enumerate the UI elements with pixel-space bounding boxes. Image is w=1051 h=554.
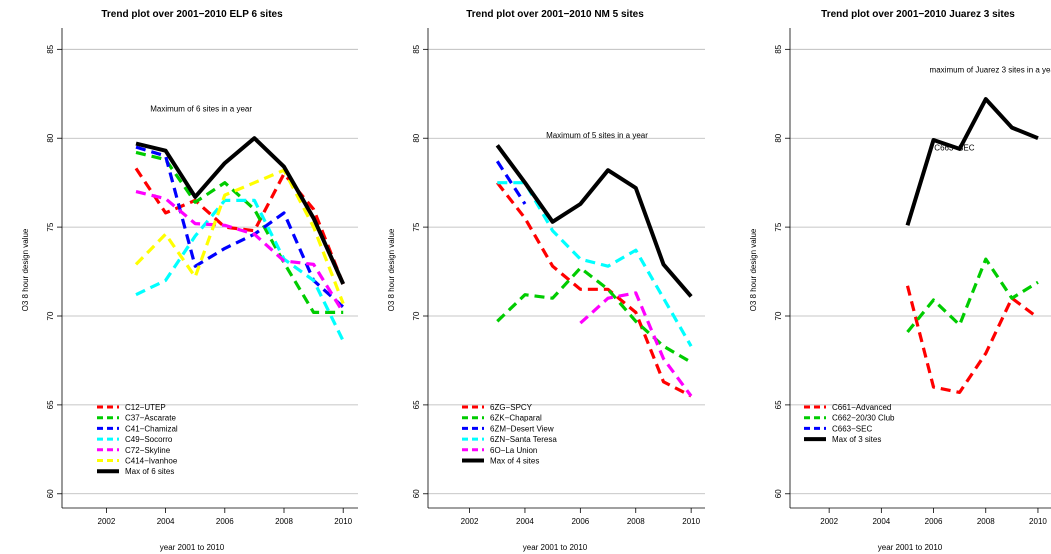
y-tick-label: 60 bbox=[412, 489, 421, 498]
series-line-c41-chamizal bbox=[135, 145, 345, 309]
x-axis-label: year 2001 to 2010 bbox=[878, 543, 943, 552]
y-tick-label: 60 bbox=[774, 489, 783, 498]
legend-label: C41−Chamizal bbox=[125, 424, 178, 433]
series-line-c414-ivanhoe bbox=[134, 168, 345, 305]
series-line-c49-socorro bbox=[135, 198, 345, 342]
x-tick-label: 2006 bbox=[216, 517, 234, 526]
legend-label: Max of 4 sites bbox=[490, 457, 539, 466]
legend-label: C414−Ivanhoe bbox=[125, 457, 178, 466]
x-tick-label: 2010 bbox=[682, 517, 700, 526]
series-line-max-of-4-sites bbox=[495, 144, 693, 298]
legend-label: 6ZG−SPCY bbox=[490, 403, 533, 412]
chart-title: Trend plot over 2001−2010 Juarez 3 sites bbox=[821, 9, 1015, 20]
y-tick-label: 60 bbox=[46, 489, 55, 498]
chart-annotation: Maximum of 6 sites in a year bbox=[150, 105, 252, 114]
legend-label: C12−UTEP bbox=[125, 403, 166, 412]
legend-label: C663−SEC bbox=[832, 424, 872, 433]
x-tick-label: 2004 bbox=[872, 517, 890, 526]
x-tick-label: 2004 bbox=[516, 517, 534, 526]
y-axis-label: O3 8 hour design value bbox=[749, 228, 758, 311]
legend-label: 6ZK−Chaparal bbox=[490, 414, 542, 423]
y-tick-label: 85 bbox=[774, 44, 783, 53]
chart-title: Trend plot over 2001−2010 NM 5 sites bbox=[466, 9, 644, 20]
series-line-max-of-3-sites bbox=[905, 97, 1039, 226]
x-tick-label: 2002 bbox=[820, 517, 838, 526]
x-tick-label: 2006 bbox=[571, 517, 589, 526]
y-tick-label: 65 bbox=[774, 400, 783, 409]
y-tick-label: 85 bbox=[46, 44, 55, 53]
y-tick-label: 65 bbox=[412, 400, 421, 409]
legend-label: C37−Ascarate bbox=[125, 414, 176, 423]
y-tick-label: 80 bbox=[774, 133, 783, 142]
y-tick-label: 80 bbox=[46, 133, 55, 142]
legend-label: 6O−La Union bbox=[490, 446, 537, 455]
y-tick-label: 70 bbox=[46, 311, 55, 320]
y-axis-label: O3 8 hour design value bbox=[387, 228, 396, 311]
chart-panel-nm: Trend plot over 2001−2010 NM 5 sites yea… bbox=[387, 9, 705, 552]
legend-label: C49−Socorro bbox=[125, 435, 173, 444]
x-tick-label: 2002 bbox=[98, 517, 116, 526]
y-tick-label: 75 bbox=[46, 222, 55, 231]
series-line-c662-20-30-club bbox=[906, 257, 1039, 334]
chart-annotation: maximum of Juarez 3 sites in a year bbox=[930, 65, 1051, 74]
y-tick-label: 65 bbox=[46, 400, 55, 409]
x-tick-label: 2006 bbox=[925, 517, 943, 526]
y-axis-label: O3 8 hour design value bbox=[21, 228, 30, 311]
chart-panel-elp: Trend plot over 2001−2010 ELP 6 sites ye… bbox=[21, 9, 358, 552]
x-tick-label: 2010 bbox=[1029, 517, 1047, 526]
series-line-6zm-desert-view bbox=[495, 160, 527, 205]
legend-label: Max of 6 sites bbox=[125, 467, 174, 476]
y-tick-label: 75 bbox=[412, 222, 421, 231]
y-tick-label: 85 bbox=[412, 44, 421, 53]
x-axis-label: year 2001 to 2010 bbox=[523, 543, 588, 552]
legend-label: 6ZN−Santa Teresa bbox=[490, 435, 557, 444]
x-axis-label: year 2001 to 2010 bbox=[160, 543, 225, 552]
y-tick-label: 70 bbox=[774, 311, 783, 320]
y-tick-label: 70 bbox=[412, 311, 421, 320]
series-line-c661-advanced bbox=[905, 285, 1039, 394]
chart-title: Trend plot over 2001−2010 ELP 6 sites bbox=[101, 9, 283, 20]
legend-label: 6ZM−Desert View bbox=[490, 424, 554, 433]
series-line-c12-utep bbox=[134, 167, 345, 285]
x-tick-label: 2010 bbox=[334, 517, 352, 526]
x-tick-label: 2002 bbox=[461, 517, 479, 526]
series-line-c37-ascarate bbox=[135, 150, 344, 314]
x-tick-label: 2008 bbox=[977, 517, 995, 526]
series-line-max-of-6-sites bbox=[135, 136, 346, 285]
x-tick-label: 2008 bbox=[627, 517, 645, 526]
legend-label: Max of 3 sites bbox=[832, 435, 881, 444]
chart-panel-juarez: Trend plot over 2001−2010 Juarez 3 sites… bbox=[749, 9, 1051, 552]
series-line-6o-la-union bbox=[579, 291, 693, 397]
legend-label: C662−20/30 Club bbox=[832, 414, 895, 423]
chart-annotation: C663−SEC bbox=[934, 144, 974, 153]
chart-annotation: Maximum of 5 sites in a year bbox=[546, 131, 648, 140]
series-line-6zk-chaparal bbox=[496, 266, 692, 364]
y-tick-label: 75 bbox=[774, 222, 783, 231]
series-line-6zg-spcy bbox=[496, 181, 692, 398]
x-tick-label: 2004 bbox=[157, 517, 175, 526]
y-tick-label: 80 bbox=[412, 133, 421, 142]
x-tick-label: 2008 bbox=[275, 517, 293, 526]
legend-label: C661−Advanced bbox=[832, 403, 891, 412]
legend-label: C72−Skyline bbox=[125, 446, 171, 455]
series-line-c72-skyline bbox=[135, 190, 345, 314]
